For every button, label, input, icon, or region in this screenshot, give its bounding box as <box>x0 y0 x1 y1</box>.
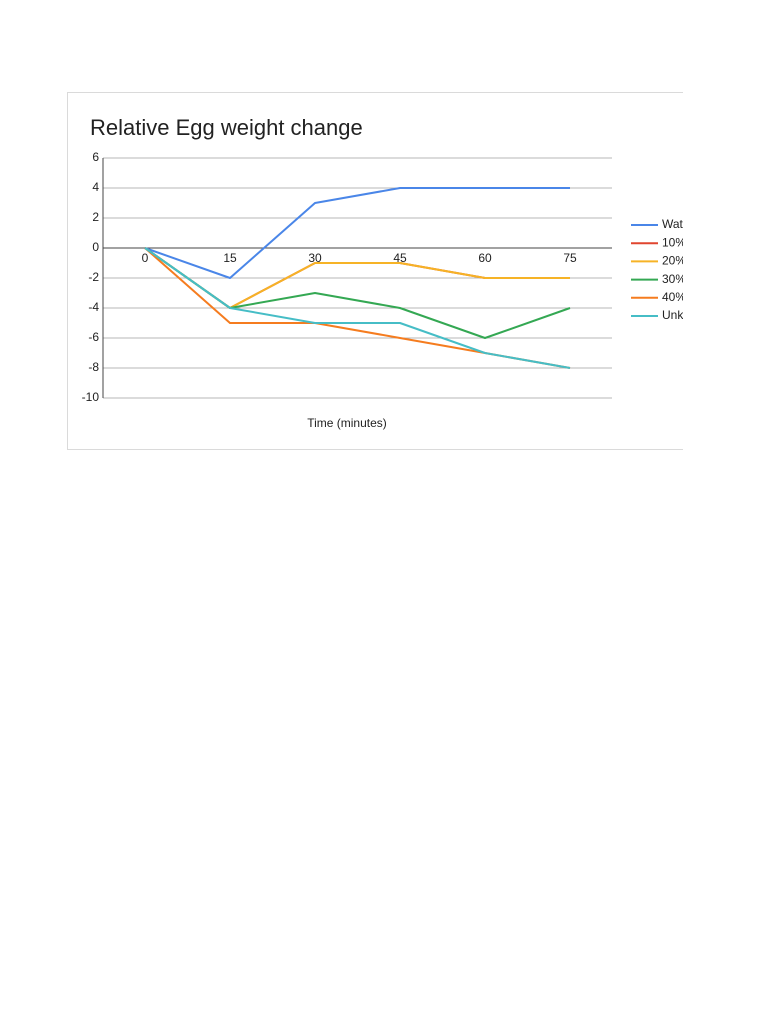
series-line <box>144 247 571 369</box>
legend-label: Unk <box>662 308 684 322</box>
chart-frame <box>67 92 683 450</box>
y-tick-label: 6 <box>92 150 99 164</box>
legend-label: 40% <box>662 290 686 304</box>
x-tick-label: 0 <box>142 251 149 265</box>
x-tick-label: 45 <box>393 251 407 265</box>
legend-label: 10% <box>662 235 686 249</box>
x-tick-label: 30 <box>308 251 322 265</box>
y-tick-label: -8 <box>88 360 99 374</box>
x-axis-title: Time (minutes) <box>307 416 387 430</box>
y-tick-label: -10 <box>82 390 100 404</box>
legend-label: 20% <box>662 254 686 268</box>
legend-label: 30% <box>662 272 686 286</box>
y-tick-label: -6 <box>88 330 99 344</box>
x-tick-label: 75 <box>563 251 577 265</box>
x-tick-label: 15 <box>223 251 237 265</box>
chart: Relative Egg weight change Time (minutes… <box>67 92 686 450</box>
legend-label: Wat <box>662 217 684 231</box>
y-tick-label: 2 <box>92 210 99 224</box>
x-tick-label: 60 <box>478 251 492 265</box>
y-tick-label: 0 <box>92 240 99 254</box>
y-tick-label: -2 <box>88 270 99 284</box>
y-tick-label: -4 <box>88 300 99 314</box>
chart-title: Relative Egg weight change <box>90 115 363 140</box>
y-tick-label: 4 <box>92 180 99 194</box>
series-line <box>144 187 570 279</box>
